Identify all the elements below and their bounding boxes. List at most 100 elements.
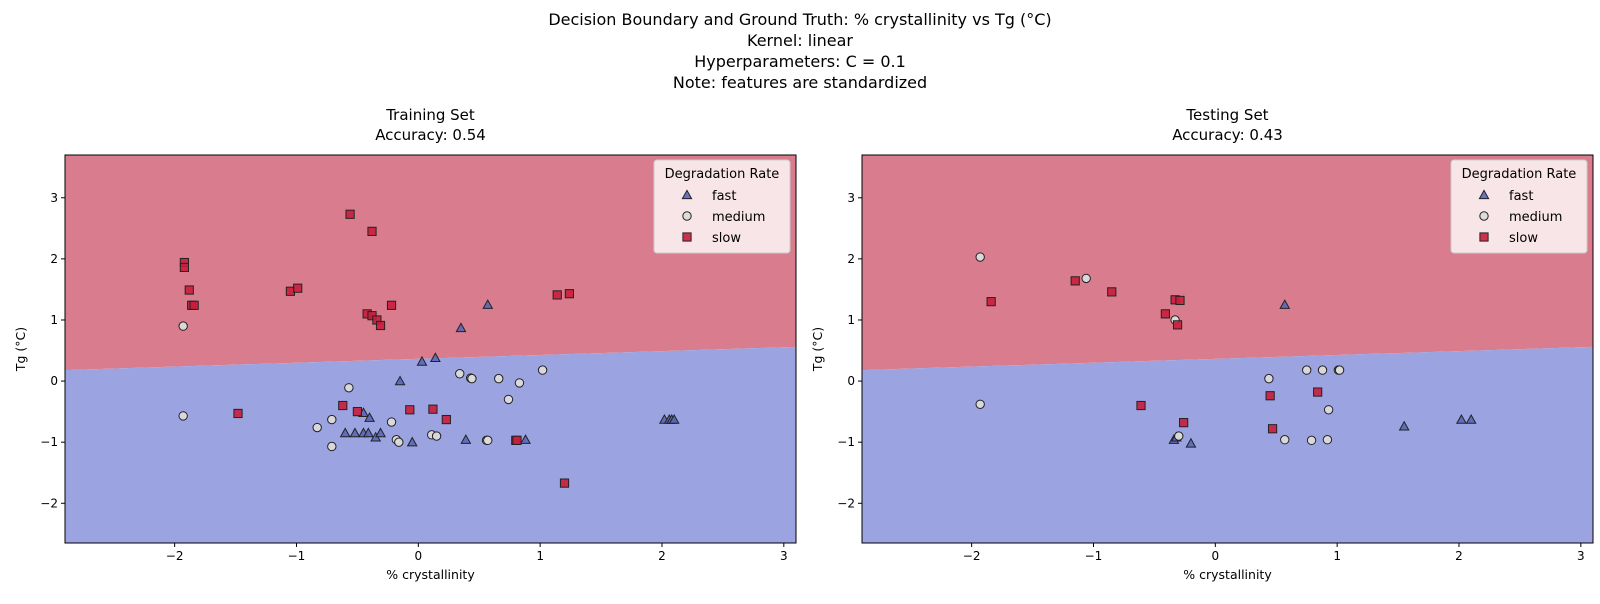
point-fast-20 <box>668 413 680 424</box>
axis-ticks: −2 −1 0 1 2 3 −2 −1 0 1 2 3 <box>40 191 787 563</box>
x-tick-label: 2 <box>658 549 666 563</box>
point-medium-6 <box>1301 365 1312 375</box>
point-fast-5 <box>394 375 406 386</box>
point-fast-9 <box>349 427 361 438</box>
point-slow-16 <box>564 289 574 299</box>
data-points <box>975 252 1477 448</box>
point-fast-4 <box>416 355 428 366</box>
point-slow-8 <box>345 209 355 219</box>
point-slow-24 <box>512 435 522 445</box>
point-medium-4 <box>312 422 322 433</box>
legend-label-medium: medium <box>712 210 765 225</box>
x-axis-label: % crystallinity <box>386 567 475 582</box>
point-fast-11 <box>362 427 374 438</box>
legend-label-medium: medium <box>1509 210 1562 225</box>
legend-label-slow: slow <box>1509 231 1538 246</box>
legend-title: Degradation Rate <box>1462 167 1577 182</box>
y-tick-label: 1 <box>50 313 58 327</box>
legend-marker-fast <box>1478 189 1490 200</box>
x-tick-label: 1 <box>536 549 544 563</box>
x-tick-label: 3 <box>1577 549 1585 563</box>
y-tick-label: 0 <box>50 374 58 388</box>
point-medium-7 <box>386 417 397 427</box>
x-tick-label: 0 <box>414 549 422 563</box>
y-tick-label: 2 <box>50 252 58 266</box>
x-tick-label: −1 <box>288 549 306 563</box>
legend-box <box>653 159 791 254</box>
point-slow-2 <box>179 262 189 273</box>
panel-accuracy: Accuracy: 0.43 <box>1172 126 1283 144</box>
point-fast-6 <box>1455 413 1467 424</box>
chart-panel-1: −2 −1 0 1 2 3 −2 −1 0 1 2 3 Training Set Accuracy: 0.… <box>13 106 797 582</box>
point-fast-14 <box>406 436 418 447</box>
legend-label-fast: fast <box>712 189 736 204</box>
point-slow-4 <box>1160 309 1170 319</box>
point-slow-8 <box>1136 400 1146 411</box>
point-medium-5 <box>1264 373 1274 384</box>
point-slow-22 <box>441 414 451 425</box>
y-tick-label: −2 <box>837 496 855 510</box>
point-slow-3 <box>184 285 194 295</box>
y-tick-label: 0 <box>847 374 855 388</box>
point-medium-15 <box>494 373 504 384</box>
chart-panel-2: −2 −1 0 1 2 3 −2 −1 0 1 2 3 Testing Set Accuracy: 0.4… <box>810 106 1594 582</box>
point-fast-13 <box>375 427 386 438</box>
point-medium-2 <box>178 411 188 421</box>
legend-title: Degradation Rate <box>665 167 780 182</box>
point-slow-7 <box>1172 320 1183 330</box>
region-slow <box>65 155 796 371</box>
point-slow-1 <box>986 297 996 307</box>
x-tick-label: 3 <box>780 549 788 563</box>
point-medium-2 <box>975 399 985 409</box>
point-medium-1 <box>178 321 188 331</box>
panel-title: Training Set <box>385 106 475 124</box>
point-fast-7 <box>364 412 376 422</box>
point-medium-9 <box>394 437 404 447</box>
point-medium-16 <box>503 394 514 405</box>
legend-box <box>1450 159 1588 254</box>
axes-frame <box>64 154 797 544</box>
point-medium-12 <box>455 369 465 379</box>
point-slow-7 <box>293 283 303 293</box>
panel-title: Testing Set <box>1185 106 1268 124</box>
point-slow-11 <box>1267 424 1278 434</box>
point-fast-1 <box>1279 299 1291 309</box>
point-medium-7 <box>1317 365 1328 375</box>
figure-suptitle: Decision Boundary and Ground Truth: % cr… <box>548 10 1051 92</box>
point-fast-8 <box>339 427 351 438</box>
point-medium-10 <box>1323 405 1334 415</box>
legend-label-slow: slow <box>712 231 741 246</box>
point-fast-16 <box>520 434 531 444</box>
x-tick-label: −1 <box>1085 549 1103 563</box>
legend-marker-slow <box>682 232 692 242</box>
point-slow-21 <box>428 404 438 414</box>
decision-regions <box>65 155 796 543</box>
legend: Degradation Rate fast medium slow <box>1450 159 1588 254</box>
point-medium-5 <box>327 414 337 425</box>
legend-marker-fast <box>681 189 693 200</box>
point-medium-18 <box>537 365 548 375</box>
point-medium-3 <box>344 383 354 393</box>
point-medium-1 <box>975 252 985 262</box>
point-fast-4 <box>1185 437 1197 448</box>
point-slow-14 <box>386 300 397 310</box>
y-tick-label: 3 <box>50 191 58 205</box>
axis-ticks: −2 −1 0 1 2 3 −2 −1 0 1 2 3 <box>837 191 1584 563</box>
x-tick-label: 0 <box>1211 549 1219 563</box>
data-points <box>178 209 680 488</box>
point-slow-15 <box>552 290 562 300</box>
point-medium-13 <box>1322 435 1333 445</box>
point-slow-9 <box>1179 418 1189 428</box>
point-medium-9 <box>1334 365 1345 375</box>
suptitle-line-1: Decision Boundary and Ground Truth: % cr… <box>548 10 1051 29</box>
point-slow-9 <box>367 226 377 236</box>
y-tick-label: −1 <box>837 435 855 449</box>
legend-marker-medium <box>1479 211 1489 221</box>
point-medium-12 <box>1306 435 1317 446</box>
legend-label-fast: fast <box>1509 189 1533 204</box>
y-axis-label: Tg (°C) <box>810 327 825 372</box>
region-slow <box>862 155 1593 371</box>
suptitle-line-2: Kernel: linear <box>747 31 853 50</box>
point-medium-11 <box>431 431 442 441</box>
